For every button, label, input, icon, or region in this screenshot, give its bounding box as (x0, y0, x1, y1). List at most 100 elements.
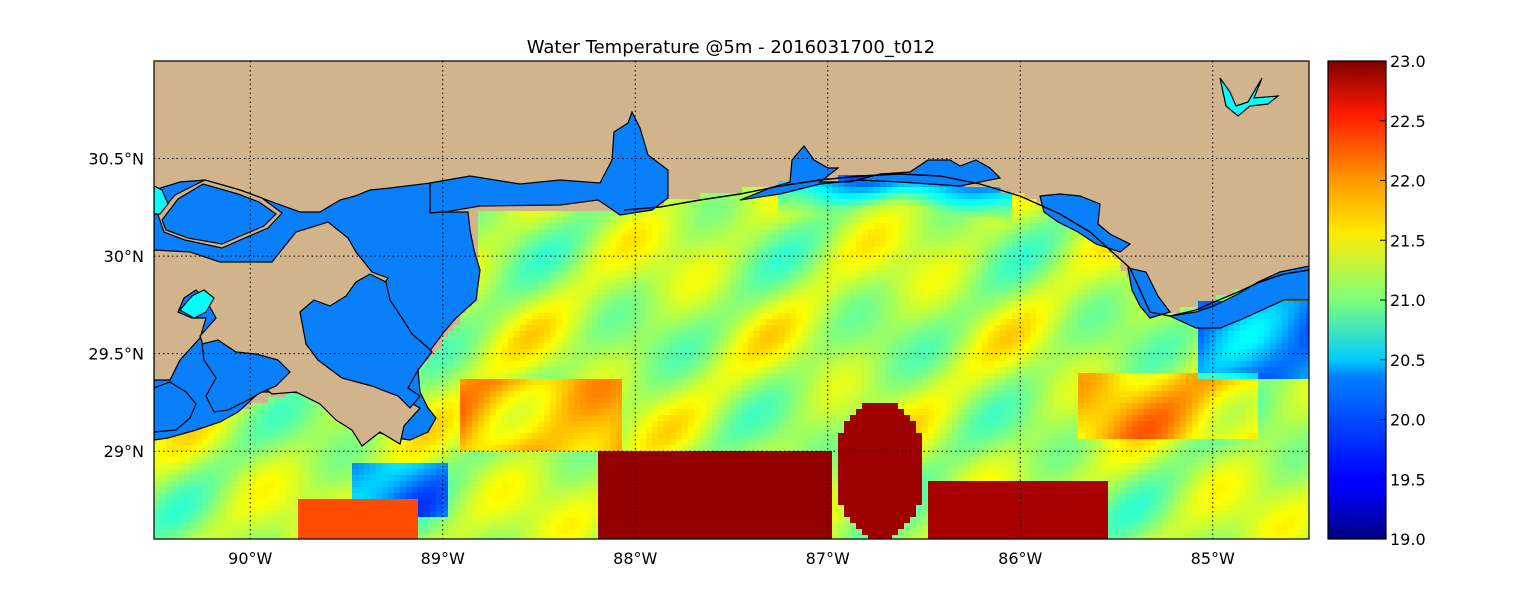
temperature-cell (946, 235, 953, 242)
temperature-cell (856, 337, 863, 344)
temperature-cell (856, 247, 863, 254)
temperature-cell (688, 277, 695, 284)
temperature-cell (718, 277, 725, 284)
temperature-cell (430, 367, 437, 374)
temperature-cell (694, 313, 701, 320)
temperature-cell (976, 283, 983, 290)
temperature-cell (1090, 277, 1097, 284)
temperature-cell (556, 373, 563, 380)
temperature-cell (514, 229, 521, 236)
temperature-cell (916, 403, 923, 410)
temperature-cell (1042, 307, 1049, 314)
temperature-cell (934, 301, 941, 308)
temperature-cell (1072, 319, 1079, 326)
temperature-cell (808, 283, 815, 290)
temperature-cell (1162, 379, 1169, 386)
temperature-cell (826, 229, 833, 236)
temperature-cell (850, 343, 857, 350)
temperature-cell (724, 319, 731, 326)
temperature-cell (994, 367, 1001, 374)
temperature-cell (1048, 289, 1055, 296)
temperature-cell (742, 391, 749, 398)
temperature-cell (1018, 349, 1025, 356)
temperature-cell (688, 325, 695, 332)
temperature-cell (226, 415, 233, 422)
temperature-cell (322, 409, 329, 416)
temperature-cell (556, 229, 563, 236)
temperature-cell (952, 259, 959, 266)
temperature-cell (886, 199, 893, 206)
temperature-cell (970, 283, 977, 290)
temperature-cell (796, 199, 803, 206)
temperature-cell (1060, 289, 1067, 296)
temperature-cell (1054, 397, 1061, 404)
temperature-cell (598, 295, 605, 302)
temperature-cell (856, 283, 863, 290)
temperature-cell (658, 379, 665, 386)
temperature-cell (556, 307, 563, 314)
temperature-cell (862, 205, 869, 212)
temperature-cell (616, 277, 623, 284)
temperature-cell (874, 253, 881, 260)
temperature-cell (1024, 205, 1031, 212)
temperature-cell (1108, 361, 1115, 368)
temperature-cell (880, 313, 887, 320)
temperature-cell (598, 355, 605, 362)
temperature-cell (1174, 361, 1181, 368)
temperature-cell (1168, 373, 1175, 380)
temperature-cell (502, 211, 509, 218)
temperature-cell (1216, 361, 1223, 368)
temperature-cell (826, 403, 833, 410)
temperature-cell (1090, 283, 1097, 290)
temperature-cell (1084, 415, 1091, 422)
temperature-cell (784, 283, 791, 290)
temperature-cell (796, 193, 803, 200)
temperature-cell (742, 301, 749, 308)
temperature-cell (538, 325, 545, 332)
temperature-cell (604, 295, 611, 302)
temperature-cell (862, 181, 869, 188)
temperature-cell (646, 409, 653, 416)
temperature-cell (1036, 259, 1043, 266)
temperature-cell (580, 265, 587, 272)
temperature-cell (454, 373, 461, 380)
temperature-cell (556, 397, 563, 404)
temperature-cell (1156, 367, 1163, 374)
temperature-cell (724, 385, 731, 392)
temperature-cell (508, 289, 515, 296)
temperature-cell (574, 385, 581, 392)
temperature-cell (646, 289, 653, 296)
temperature-cell (760, 205, 767, 212)
temperature-cell (658, 355, 665, 362)
temperature-cell (562, 253, 569, 260)
temperature-cell (1120, 313, 1127, 320)
temperature-cell (592, 349, 599, 356)
temperature-cell (646, 325, 653, 332)
temperature-cell (916, 247, 923, 254)
temperature-cell (790, 247, 797, 254)
temperature-cell (526, 223, 533, 230)
temperature-cell (778, 247, 785, 254)
temperature-cell (754, 391, 761, 398)
temperature-cell (682, 205, 689, 212)
temperature-cell (886, 289, 893, 296)
temperature-cell (1036, 385, 1043, 392)
temperature-cell (814, 325, 821, 332)
temperature-cell (796, 343, 803, 350)
temperature-cell (646, 397, 653, 404)
temperature-cell (1012, 361, 1019, 368)
temperature-cell (310, 409, 317, 416)
temperature-cell (844, 379, 851, 386)
temperature-cell (1072, 259, 1079, 266)
temperature-cell (772, 409, 779, 416)
temperature-cell (778, 385, 785, 392)
temperature-cell (916, 373, 923, 380)
temperature-cell (886, 223, 893, 230)
temperature-cell (1132, 379, 1139, 386)
temperature-cell (1216, 331, 1223, 338)
temperature-cell (568, 337, 575, 344)
temperature-cell (910, 193, 917, 200)
temperature-cell (766, 301, 773, 308)
temperature-cell (670, 247, 677, 254)
temperature-cell (958, 301, 965, 308)
